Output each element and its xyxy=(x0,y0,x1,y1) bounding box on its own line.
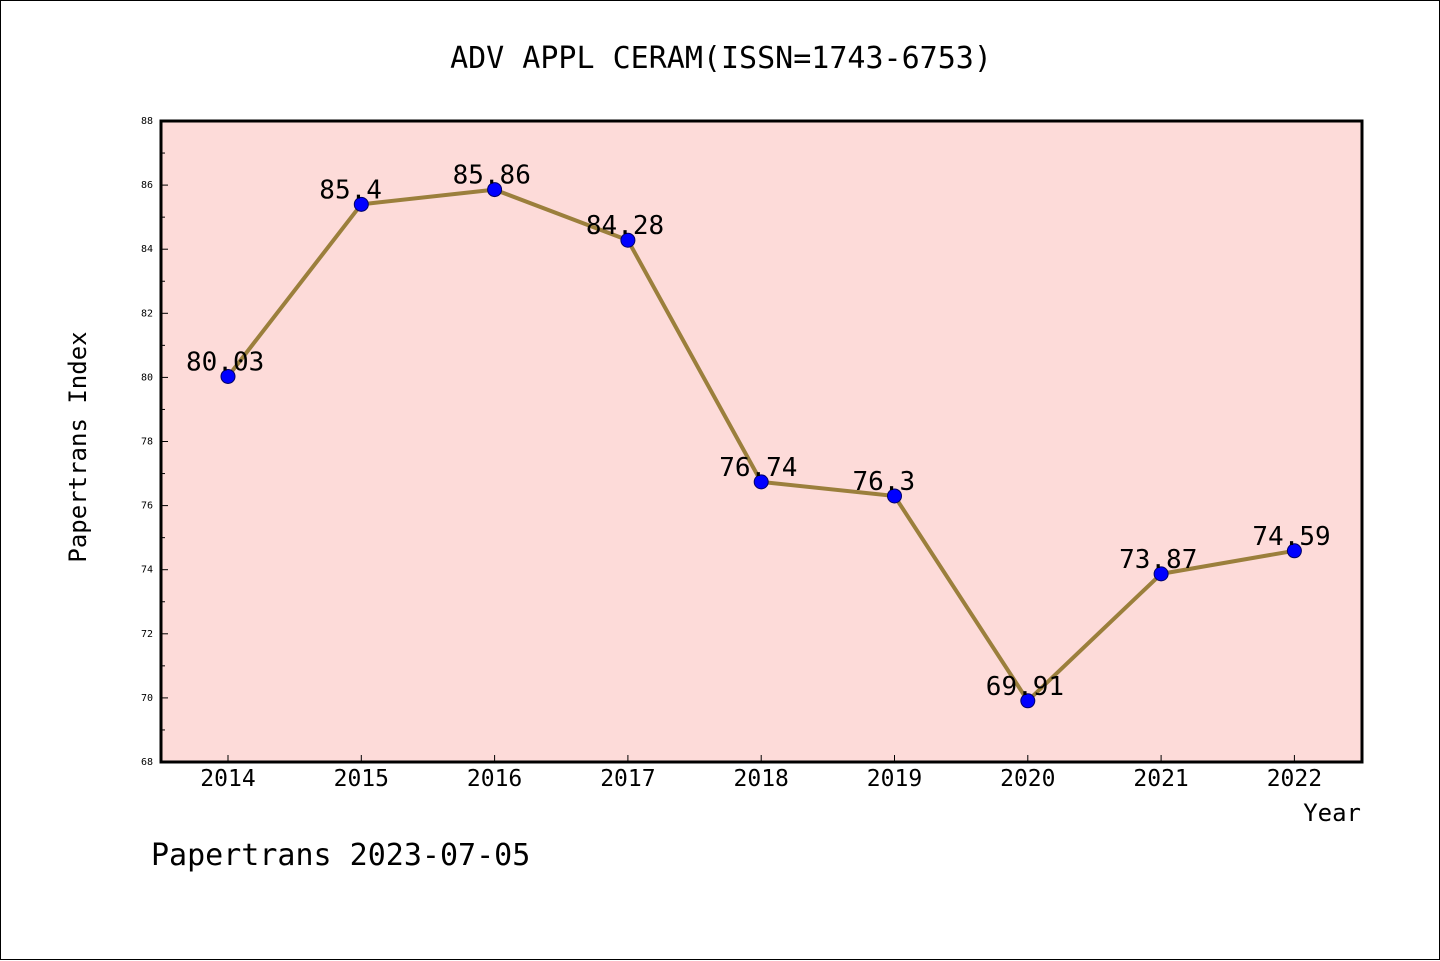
x-tick-label: 2017 xyxy=(600,766,655,792)
y-axis-label: Papertrans Index xyxy=(64,331,92,562)
y-tick-label: 88 xyxy=(141,116,153,127)
x-tick-label: 2014 xyxy=(200,766,255,792)
y-tick-label: 84 xyxy=(141,244,153,255)
data-point xyxy=(1286,543,1302,559)
x-tick-label: 2022 xyxy=(1267,766,1322,792)
data-label: 76.3 xyxy=(853,467,916,497)
data-point xyxy=(887,488,902,504)
x-axis: 2014 2015 2016 2017 2018 2019 2020 2021 2022 xyxy=(200,755,1322,792)
data-point xyxy=(220,368,236,384)
x-tick-label: 2021 xyxy=(1133,766,1188,792)
data-label: 74.59 xyxy=(1252,522,1330,552)
y-tick-label: 80 xyxy=(141,372,153,383)
y-tick-label: 78 xyxy=(141,437,153,448)
data-label: 69.91 xyxy=(986,672,1064,702)
data-label: 80.03 xyxy=(186,347,264,377)
x-tick-label: 2019 xyxy=(867,766,922,792)
data-label: 73.87 xyxy=(1119,545,1197,575)
x-tick-label: 2015 xyxy=(334,766,389,792)
y-tick-label: 82 xyxy=(141,308,153,319)
plot-area xyxy=(159,119,1364,764)
y-tick-label: 86 xyxy=(141,180,153,191)
footer-text: Papertrans 2023-07-05 xyxy=(151,838,530,873)
data-label: 85.86 xyxy=(453,161,531,191)
y-axis: 68 70 72 74 76 78 80 82 84 86 88 xyxy=(141,116,168,768)
x-tick-label: 2016 xyxy=(467,766,522,792)
data-label: 84.28 xyxy=(586,211,664,241)
x-tick-label: 2020 xyxy=(1000,766,1055,792)
data-label: 76.74 xyxy=(719,453,797,483)
data-labels: 80.03 85.4 85.86 84.28 76.74 76.3 69.91 73.87 74… xyxy=(186,161,1331,702)
data-point xyxy=(353,196,369,212)
data-point xyxy=(753,474,769,490)
data-point xyxy=(1153,566,1169,582)
series-line-group xyxy=(220,182,1302,709)
x-axis-label: Year xyxy=(1303,799,1361,827)
data-point xyxy=(1020,693,1036,709)
y-tick-label: 74 xyxy=(141,565,153,576)
data-point xyxy=(487,182,503,198)
chart-title: ADV APPL CERAM(ISSN=1743-6753) xyxy=(450,41,992,76)
y-tick-label: 70 xyxy=(141,693,153,704)
y-tick-label: 72 xyxy=(141,629,153,640)
data-point xyxy=(620,232,636,248)
x-tick-label: 2018 xyxy=(734,766,789,792)
y-tick-label: 68 xyxy=(141,757,153,768)
y-tick-label: 76 xyxy=(141,501,153,512)
data-label: 85.4 xyxy=(319,175,382,205)
